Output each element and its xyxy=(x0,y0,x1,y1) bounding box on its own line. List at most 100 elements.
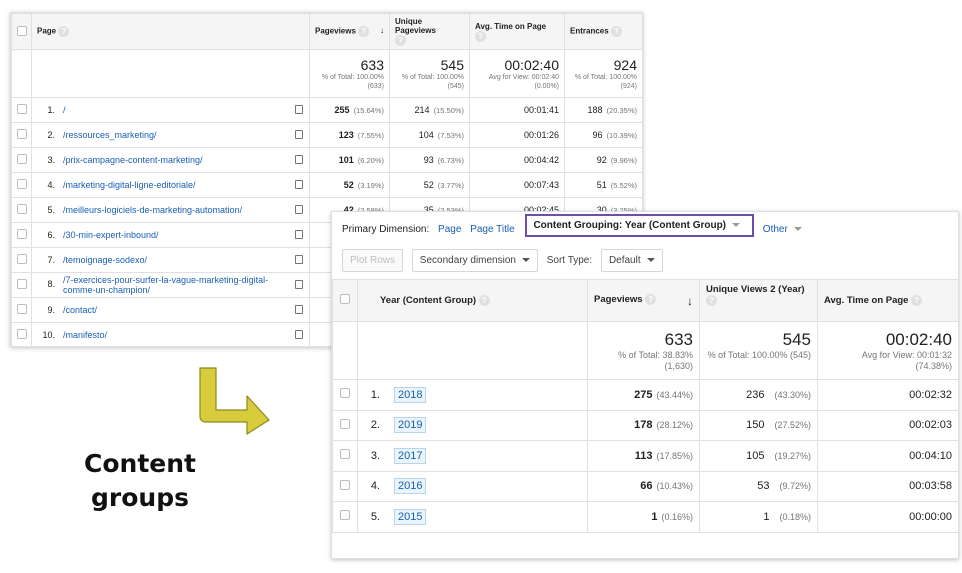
open-page-icon[interactable] xyxy=(295,230,303,239)
pageviews-column-header[interactable]: Pageviews ? ↓ xyxy=(587,279,700,322)
open-page-icon[interactable] xyxy=(295,130,303,139)
secondary-dimension-dropdown[interactable]: Secondary dimension xyxy=(411,249,538,272)
help-icon[interactable]: ? xyxy=(478,294,490,306)
table-row: 5. /meilleurs-logiciels-de-marketing-auto… xyxy=(11,197,643,223)
pageviews-value: 255 xyxy=(334,105,350,115)
row-checkbox[interactable] xyxy=(17,154,27,164)
avg-time-column-header[interactable]: Avg. Time on Page? xyxy=(469,13,565,50)
help-icon[interactable]: ? xyxy=(610,26,622,37)
entrances-value: 188 xyxy=(587,105,603,115)
open-page-icon[interactable] xyxy=(295,280,303,289)
plot-rows-button[interactable]: Plot Rows xyxy=(342,249,404,272)
help-icon[interactable]: ? xyxy=(58,26,70,37)
row-rank: 7. xyxy=(47,255,55,265)
select-all-checkbox[interactable] xyxy=(17,25,27,36)
total-pageviews: 633 xyxy=(360,56,384,73)
year-link[interactable]: 2018 xyxy=(394,386,427,403)
row-checkbox[interactable] xyxy=(17,304,27,314)
select-all-header[interactable] xyxy=(11,13,32,50)
pageviews-column-header[interactable]: Pageviews ? ↓ xyxy=(309,13,390,50)
open-page-icon[interactable] xyxy=(295,205,303,214)
dimension-page-title-link[interactable]: Page Title xyxy=(470,223,515,235)
unique-views-value: 53 xyxy=(757,480,770,493)
help-icon[interactable]: ? xyxy=(706,295,717,306)
content-groups-caption: Content groups xyxy=(84,449,196,512)
row-checkbox[interactable] xyxy=(17,229,27,239)
pageviews-value: 123 xyxy=(338,130,354,140)
table-row: 3. 2017 113 (17.85%) 105 (19.27%) 00:04:10 xyxy=(332,440,959,472)
avg-time-value: 00:01:41 xyxy=(523,105,559,115)
avg-time-column-header[interactable]: Avg. Time on Page ? xyxy=(817,279,959,322)
avg-time-value: 00:02:32 xyxy=(909,388,952,401)
page-link[interactable]: /meilleurs-logiciels-de-marketing-automa… xyxy=(63,205,243,215)
total-pageviews: 633 xyxy=(664,330,693,349)
unique-pageviews-value: 52 xyxy=(423,180,434,190)
unique-pageviews-column-header[interactable]: Unique Pageviews? xyxy=(389,13,470,50)
table-row: 5. 2015 1 (0.16%) 1 (0.18%) 00:00:00 xyxy=(332,501,959,533)
help-icon[interactable]: ? xyxy=(911,294,923,306)
year-link[interactable]: 2015 xyxy=(394,508,427,525)
open-page-icon[interactable] xyxy=(295,255,303,264)
sort-type-dropdown[interactable]: Default xyxy=(600,249,663,272)
open-page-icon[interactable] xyxy=(295,180,303,189)
page-link[interactable]: /ressources_marketing/ xyxy=(63,130,157,140)
row-checkbox[interactable] xyxy=(340,418,350,429)
year-column-header[interactable]: Year (Content Group) ? xyxy=(357,279,588,322)
row-checkbox[interactable] xyxy=(17,104,27,114)
row-rank: 3. xyxy=(370,449,380,462)
page-link[interactable]: /manifesto/ xyxy=(63,330,108,340)
row-checkbox[interactable] xyxy=(340,449,350,460)
unique-views-column-header[interactable]: Unique Views 2 (Year)? xyxy=(699,279,818,322)
content-grouping-selector[interactable]: Content Grouping: Year (Content Group) xyxy=(525,214,755,237)
page-link[interactable]: /30-min-expert-inbound/ xyxy=(63,230,159,240)
entrances-column-header[interactable]: Entrances ? xyxy=(564,13,643,50)
page-link[interactable]: /prix-campagne-content-marketing/ xyxy=(63,155,203,165)
help-icon[interactable]: ? xyxy=(475,30,486,42)
open-page-icon[interactable] xyxy=(295,330,303,339)
page-link[interactable]: /marketing-digital-ligne-editoriale/ xyxy=(63,180,196,190)
open-page-icon[interactable] xyxy=(295,105,303,114)
page-column-header[interactable]: Page ? xyxy=(31,13,310,50)
select-all-header[interactable] xyxy=(332,279,358,322)
sort-down-arrow-icon[interactable]: ↓ xyxy=(687,293,693,308)
row-checkbox[interactable] xyxy=(17,129,27,139)
help-icon[interactable]: ? xyxy=(358,26,370,37)
row-checkbox[interactable] xyxy=(340,510,350,521)
pageviews-value: 101 xyxy=(338,155,354,165)
row-checkbox[interactable] xyxy=(340,388,350,399)
row-checkbox[interactable] xyxy=(17,329,27,339)
open-page-icon[interactable] xyxy=(295,155,303,164)
avg-time-value: 00:03:58 xyxy=(909,480,952,493)
select-all-checkbox[interactable] xyxy=(340,294,350,304)
year-link[interactable]: 2019 xyxy=(394,417,427,434)
pageviews-value: 42 xyxy=(343,205,354,215)
total-avg-time: 00:02:40 xyxy=(885,330,952,349)
row-checkbox[interactable] xyxy=(340,479,350,490)
help-icon[interactable]: ? xyxy=(645,293,657,305)
sort-down-arrow-icon[interactable]: ↓ xyxy=(380,26,384,35)
page-link[interactable]: /temoignage-sodexo/ xyxy=(63,255,148,265)
dimension-page-link[interactable]: Page xyxy=(438,223,462,235)
year-link[interactable]: 2016 xyxy=(394,478,427,495)
table-row: 1./255 (15.64%) 214 (15.50%) 00:01:41 188 (20.… xyxy=(11,97,643,123)
table-row: 4. /marketing-digital-ligne-editoriale/52… xyxy=(11,172,643,198)
page-link[interactable]: /contact/ xyxy=(63,305,98,315)
entrances-value: 51 xyxy=(596,180,607,190)
row-checkbox[interactable] xyxy=(17,254,27,264)
year-link[interactable]: 2017 xyxy=(394,447,427,464)
table-row: 2. 2019 178 (28.12%) 150 (27.52%) 00:02:03 xyxy=(332,409,959,441)
row-checkbox[interactable] xyxy=(17,204,27,214)
open-page-icon[interactable] xyxy=(295,305,303,314)
row-rank: 8. xyxy=(47,279,55,290)
row-checkbox[interactable] xyxy=(17,179,27,189)
totals-row: 633% of Total: 100.00% (633) 545% of Tot… xyxy=(11,49,643,98)
page-link[interactable]: /7-exercices-pour-surfer-la-vague-market… xyxy=(63,275,269,295)
help-icon[interactable]: ? xyxy=(395,35,406,46)
chevron-down-icon xyxy=(646,258,655,263)
row-checkbox[interactable] xyxy=(17,279,27,289)
row-rank: 4. xyxy=(47,180,55,190)
page-link[interactable]: / xyxy=(63,105,66,115)
row-rank: 1. xyxy=(370,388,380,401)
dimension-other-dropdown[interactable]: Other xyxy=(763,224,808,235)
unique-pageviews-value: 93 xyxy=(423,155,434,165)
